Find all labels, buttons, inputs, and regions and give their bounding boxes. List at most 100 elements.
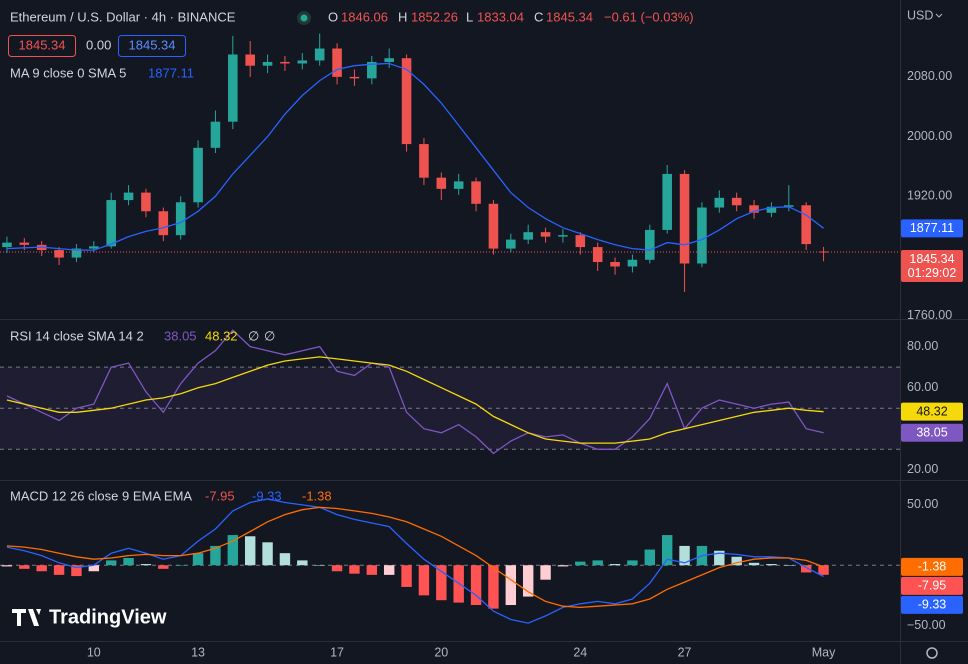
axis-value-box [901,250,963,283]
rsi-line [6,356,824,444]
candle-body [210,121,221,148]
ohlc-label: C [534,9,543,24]
na-value: ∅ [264,328,275,343]
histogram-bar [36,565,47,572]
histogram-bar [470,565,482,606]
histogram-bar [210,545,221,566]
buy-price[interactable]: 1845.34 [129,37,176,52]
candle-body [627,259,638,267]
plot [0,33,900,624]
axis-value-box [901,576,963,595]
histogram-bar [53,565,65,575]
candle-body [158,211,169,236]
axis-value-label: -1.38 [918,560,947,574]
candle-body [784,205,794,207]
axis-value-box [901,219,963,238]
candle-body [575,235,586,248]
candle-body [679,173,690,264]
candle-body [801,205,811,245]
y-tick-label: 1920.00 [907,189,952,203]
y-tick-label: 20.00 [907,462,938,476]
histogram-bar [540,565,551,580]
histogram-bar [522,565,534,597]
candle-body [749,205,759,213]
histogram-bar [279,553,291,566]
candle-body [297,60,308,64]
ohlc-label: O [328,9,338,24]
axis-value-label: 1877.11 [910,221,954,235]
candle-body [714,197,725,208]
y-tick-label: 60.00 [907,380,938,394]
macd-line [6,506,824,609]
histogram-bar [192,553,204,566]
sell-price[interactable]: 1845.34 [19,37,66,52]
histogram-bar [105,560,117,566]
ohlc-label: H [398,9,407,24]
y-tick-label: 2080.00 [907,69,952,83]
x-tick-label: 24 [573,645,587,659]
histogram-bar [505,565,517,606]
candle-body [89,246,99,249]
histogram-bar [714,550,725,566]
candle-body [453,181,464,189]
histogram-bar [123,557,134,566]
histogram-bar [800,565,812,573]
histogram-bar [401,565,412,587]
candle-body [314,48,325,61]
sell-button[interactable] [8,35,76,57]
candle-body [123,192,134,201]
candle-body [818,251,829,253]
candle-body [540,232,551,237]
histogram-bar [366,565,378,575]
x-tick-label: 20 [434,645,448,659]
histogram-bar [644,549,656,566]
indicator-title: MACD 12 26 close 9 EMA EMA [10,488,192,503]
na-value: ∅ [248,328,259,343]
histogram-bar [488,565,499,609]
candle-body [54,250,64,258]
histogram-bar [418,565,430,596]
spread: 0.00 [86,37,111,52]
axis-value-box [901,423,963,442]
histogram-bar [592,560,603,566]
histogram-bar [297,560,308,566]
histogram-bar [731,556,742,566]
settings[interactable] [926,647,938,659]
candle-body [592,247,603,263]
currency-select[interactable]: USD [907,8,933,22]
candle-body [419,144,429,178]
y-tick-label: 80.00 [907,339,938,353]
histogram-bar [557,565,569,567]
candle-body [193,147,203,203]
candle-body [506,239,516,249]
histogram-bar [331,565,343,572]
candle-body [228,54,238,122]
candle-body [332,48,342,77]
candle-body [280,61,290,64]
histogram-bar [383,565,395,575]
countdown: 01:29:02 [908,266,957,280]
histogram-bar [436,565,447,601]
histogram-bar [227,535,239,566]
x-tick-label: May [812,645,836,659]
histogram-bar [349,565,360,574]
ohlc-value: 1833.04 [477,9,524,24]
histogram-bar [140,564,152,566]
axis-value-label: -7.95 [918,579,947,593]
axis-value-box [901,595,963,614]
buy-button[interactable] [118,35,186,57]
candle-body [384,58,394,62]
candle-body [175,202,186,236]
axis-value-label: -9.33 [918,598,947,612]
axis-value-box [901,402,963,421]
ohlc-value: 1846.06 [341,9,388,24]
histogram-bar [19,565,30,569]
histogram-bar [661,535,673,566]
histogram-bar [158,565,169,569]
indicator-value: -7.95 [205,488,235,503]
histogram-bar [1,565,13,567]
x-tick-label: 27 [678,645,692,659]
histogram-bar [575,561,586,566]
chevron[interactable] [935,13,943,18]
histogram-bar [244,536,256,566]
